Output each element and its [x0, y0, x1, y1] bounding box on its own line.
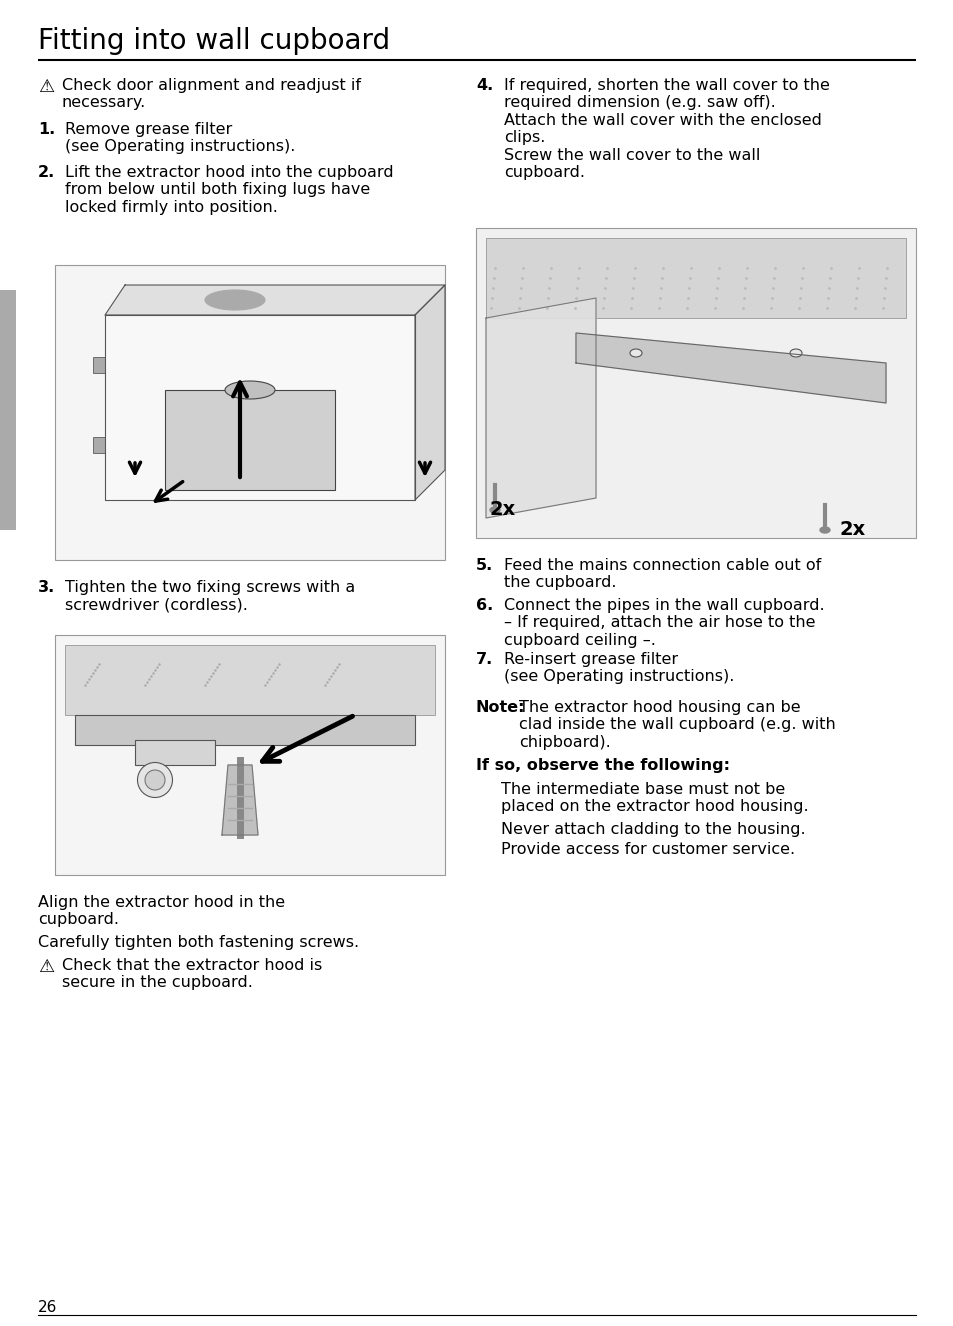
- Ellipse shape: [205, 290, 265, 310]
- Ellipse shape: [145, 770, 165, 790]
- Text: ⚠: ⚠: [38, 957, 54, 976]
- Text: 5.: 5.: [476, 558, 493, 573]
- Text: Align the extractor hood in the
cupboard.: Align the extractor hood in the cupboard…: [38, 895, 285, 927]
- Text: Tighten the two fixing screws with a
screwdriver (cordless).: Tighten the two fixing screws with a scr…: [65, 579, 355, 613]
- Bar: [0, 290, 16, 530]
- Polygon shape: [576, 333, 885, 403]
- Bar: [65, 644, 435, 715]
- Bar: [485, 237, 905, 318]
- Bar: [135, 740, 214, 765]
- Text: 7.: 7.: [476, 652, 493, 667]
- Ellipse shape: [629, 349, 641, 357]
- Text: The intermediate base must not be
placed on the extractor hood housing.: The intermediate base must not be placed…: [500, 782, 808, 814]
- Ellipse shape: [789, 349, 801, 357]
- Bar: [476, 228, 915, 538]
- Text: Provide access for customer service.: Provide access for customer service.: [500, 842, 794, 857]
- Text: ⚠: ⚠: [38, 78, 54, 95]
- Ellipse shape: [225, 381, 274, 399]
- Text: 3.: 3.: [38, 579, 55, 595]
- Text: The extractor hood housing can be
clad inside the wall cupboard (e.g. with
chipb: The extractor hood housing can be clad i…: [518, 700, 835, 749]
- Polygon shape: [105, 316, 415, 500]
- Ellipse shape: [137, 762, 172, 797]
- Text: If so, observe the following:: If so, observe the following:: [476, 758, 729, 773]
- Ellipse shape: [820, 526, 829, 533]
- Text: Remove grease filter
(see Operating instructions).: Remove grease filter (see Operating inst…: [65, 122, 295, 154]
- Text: Fitting into wall cupboard: Fitting into wall cupboard: [38, 27, 390, 54]
- Text: 2.: 2.: [38, 164, 55, 180]
- Bar: [92, 357, 105, 373]
- Bar: [92, 438, 105, 453]
- Bar: [165, 390, 335, 491]
- Bar: [55, 635, 444, 875]
- Text: 4.: 4.: [476, 78, 493, 93]
- Text: 1.: 1.: [38, 122, 55, 137]
- Polygon shape: [222, 765, 257, 835]
- Text: Re-insert grease filter
(see Operating instructions).: Re-insert grease filter (see Operating i…: [503, 652, 734, 684]
- Text: Feed the mains connection cable out of
the cupboard.: Feed the mains connection cable out of t…: [503, 558, 821, 590]
- Text: 6.: 6.: [476, 598, 493, 613]
- Text: Lift the extractor hood into the cupboard
from below until both fixing lugs have: Lift the extractor hood into the cupboar…: [65, 164, 394, 215]
- Text: Note:: Note:: [476, 700, 525, 715]
- Text: Carefully tighten both fastening screws.: Carefully tighten both fastening screws.: [38, 935, 358, 949]
- Ellipse shape: [490, 507, 499, 513]
- Text: Check door alignment and readjust if
necessary.: Check door alignment and readjust if nec…: [62, 78, 360, 110]
- Polygon shape: [485, 298, 596, 518]
- Polygon shape: [415, 285, 444, 500]
- Text: If required, shorten the wall cover to the
required dimension (e.g. saw off).
At: If required, shorten the wall cover to t…: [503, 78, 829, 180]
- Text: 26: 26: [38, 1299, 57, 1315]
- Text: 2x: 2x: [490, 500, 516, 518]
- Text: Connect the pipes in the wall cupboard.
– If required, attach the air hose to th: Connect the pipes in the wall cupboard. …: [503, 598, 823, 648]
- Text: Check that the extractor hood is
secure in the cupboard.: Check that the extractor hood is secure …: [62, 957, 322, 991]
- Text: 2x: 2x: [840, 520, 865, 538]
- Bar: [55, 265, 444, 560]
- Polygon shape: [105, 285, 444, 316]
- Text: Never attach cladding to the housing.: Never attach cladding to the housing.: [500, 822, 804, 837]
- Bar: [75, 715, 415, 745]
